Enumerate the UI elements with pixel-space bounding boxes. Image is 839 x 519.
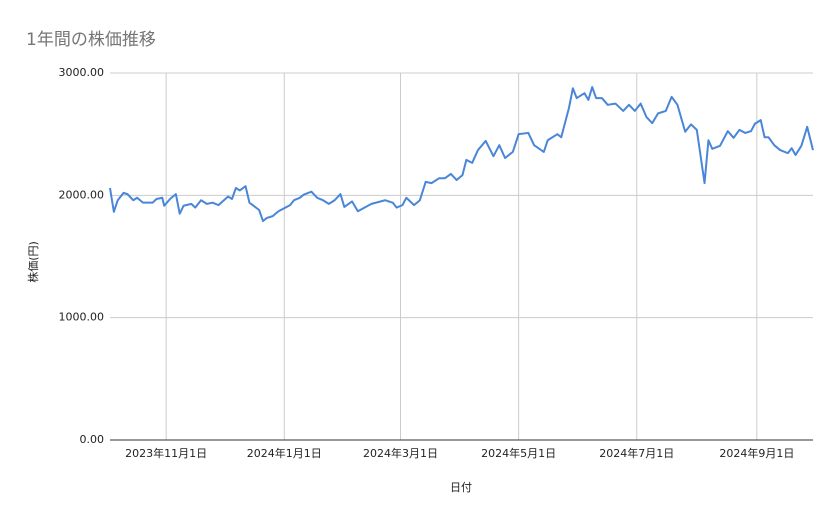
y-tick-label: 3000.00 (59, 66, 105, 79)
x-tick-label: 2023年11月1日 (125, 446, 207, 460)
x-tick-label: 2024年3月1日 (363, 446, 438, 460)
y-tick-label: 1000.00 (59, 311, 105, 324)
price-line (109, 86, 814, 223)
y-axis-label: 株価(円) (26, 241, 40, 283)
x-axis-label: 日付 (450, 481, 472, 494)
x-tick-label: 2024年1月1日 (247, 446, 322, 460)
x-tick-label: 2024年7月1日 (599, 446, 674, 460)
y-tick-label: 2000.00 (59, 188, 105, 201)
x-tick-label: 2024年5月1日 (481, 446, 556, 460)
chart-title: 1年間の株価推移 (26, 30, 156, 50)
y-tick-label: 0.00 (80, 433, 105, 446)
x-tick-label: 2024年9月1日 (719, 446, 794, 460)
